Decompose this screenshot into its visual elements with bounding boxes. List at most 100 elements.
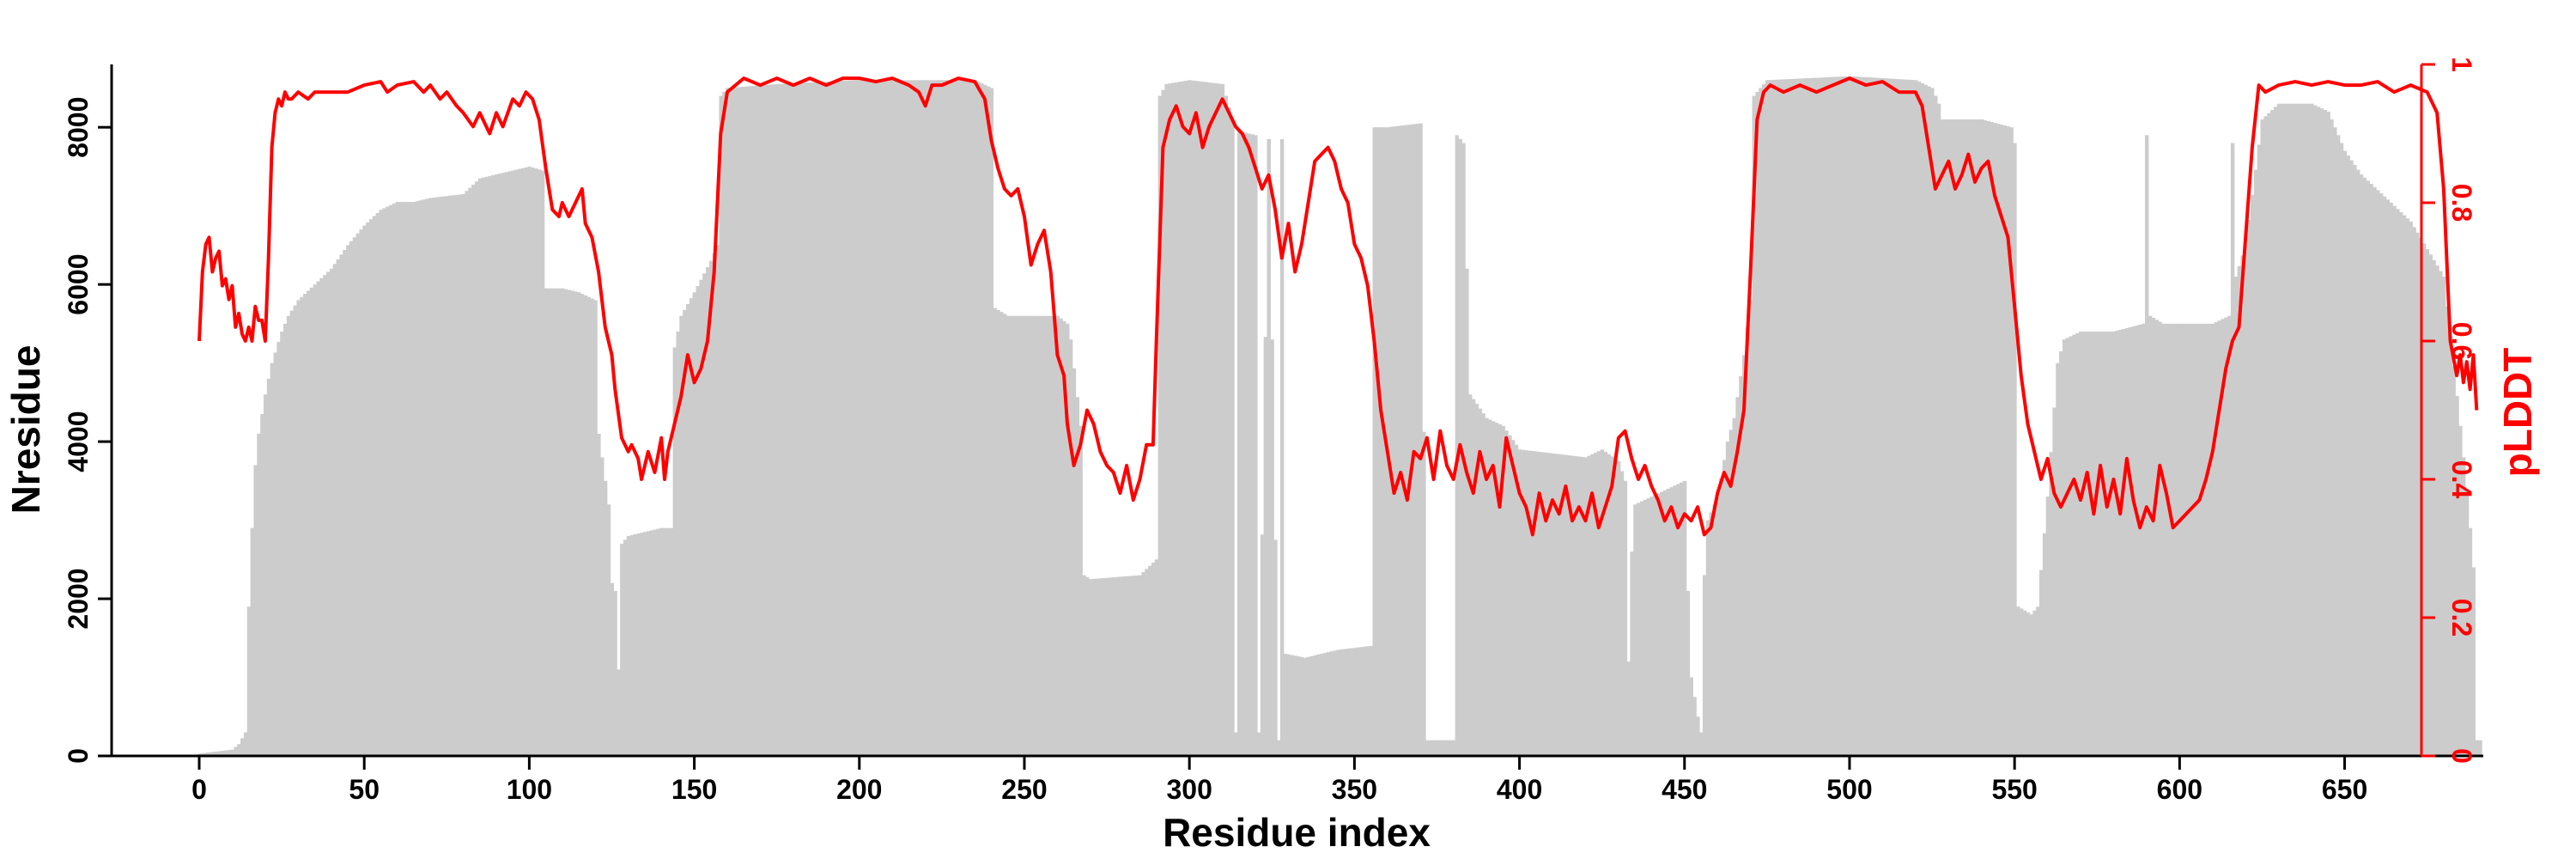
bar <box>313 284 318 756</box>
bar <box>848 80 852 757</box>
bar <box>234 746 238 756</box>
bar <box>706 267 710 756</box>
bar <box>728 88 733 756</box>
y-right-tick-label: 0 <box>2446 748 2477 764</box>
bar <box>1510 440 1516 756</box>
bar <box>1365 646 1370 756</box>
bar <box>877 80 882 757</box>
bar <box>1174 82 1179 756</box>
bar <box>2432 259 2436 756</box>
bar <box>2362 177 2367 757</box>
bar <box>781 83 786 756</box>
bar <box>2319 108 2324 757</box>
bar <box>237 744 241 756</box>
x-tick-label: 150 <box>671 774 717 805</box>
bar <box>2029 614 2033 756</box>
bar <box>617 669 621 757</box>
bar <box>583 295 588 756</box>
bar <box>1062 320 1066 756</box>
bar <box>2342 150 2348 757</box>
bar <box>1891 78 1895 756</box>
bar <box>1254 135 1258 756</box>
bar <box>2425 248 2430 757</box>
bar <box>366 222 370 756</box>
bar <box>1775 79 1779 756</box>
x-tick-label: 250 <box>1001 774 1047 805</box>
bar <box>1224 95 1228 757</box>
y-left-tick-label: 2000 <box>63 568 94 629</box>
bar <box>2036 606 2040 756</box>
bar <box>481 177 486 757</box>
bar <box>246 606 252 756</box>
bar <box>1263 337 1268 756</box>
bar <box>538 169 542 757</box>
bar <box>1534 451 1539 756</box>
bar <box>484 176 489 756</box>
bar <box>2448 336 2453 756</box>
bar <box>1716 497 1720 757</box>
bar <box>1055 315 1060 757</box>
bar <box>1996 124 2001 756</box>
bar <box>1973 119 1978 756</box>
bar <box>590 298 594 757</box>
bar <box>368 219 374 756</box>
bar <box>1887 78 1892 757</box>
bar <box>1488 419 1492 756</box>
bar <box>240 738 245 756</box>
x-tick-label: 50 <box>349 774 380 805</box>
bar <box>1313 655 1317 756</box>
bar <box>349 241 354 756</box>
bar <box>702 273 707 757</box>
bar <box>669 527 674 756</box>
bar <box>722 92 726 756</box>
bar <box>1115 576 1120 756</box>
bar <box>606 504 611 756</box>
bar <box>1267 138 1271 756</box>
bar <box>1821 77 1826 756</box>
bar <box>362 225 367 756</box>
bar <box>223 750 228 756</box>
bar <box>389 204 393 757</box>
bar <box>1662 490 1668 756</box>
bar <box>933 80 938 757</box>
bar <box>1230 119 1235 756</box>
bar <box>1587 455 1591 756</box>
bar <box>2257 144 2262 756</box>
bar <box>1583 457 1588 756</box>
bar <box>1748 300 1753 756</box>
bar <box>2161 323 2166 757</box>
bar <box>2006 126 2010 757</box>
bar <box>570 290 574 756</box>
bar <box>1297 656 1301 756</box>
bar <box>1745 327 1750 756</box>
bar <box>663 527 667 756</box>
bar <box>2019 608 2024 756</box>
bar <box>1109 577 1113 756</box>
bar <box>1207 82 1212 757</box>
bar <box>2145 135 2149 756</box>
bar <box>1649 497 1654 757</box>
bar <box>1986 121 1990 756</box>
y-left-tick-label: 6000 <box>63 254 94 315</box>
bar <box>1686 590 1691 756</box>
bar <box>2392 205 2397 756</box>
bar <box>1854 76 1859 757</box>
bar <box>2253 169 2258 756</box>
bar <box>1709 512 1714 756</box>
bar <box>679 315 683 757</box>
bar <box>1164 83 1169 757</box>
bar <box>2181 323 2185 757</box>
bar <box>874 80 878 757</box>
bar <box>1270 339 1274 756</box>
bar <box>841 81 846 756</box>
bar <box>1359 647 1364 756</box>
bar <box>1171 82 1176 756</box>
bar <box>1508 435 1512 756</box>
bar <box>1372 127 1376 756</box>
bar <box>306 290 311 756</box>
bar <box>1419 123 1423 757</box>
bar <box>1085 576 1090 756</box>
bar <box>1260 534 1265 756</box>
bar <box>200 752 205 756</box>
bar <box>1877 77 1882 756</box>
